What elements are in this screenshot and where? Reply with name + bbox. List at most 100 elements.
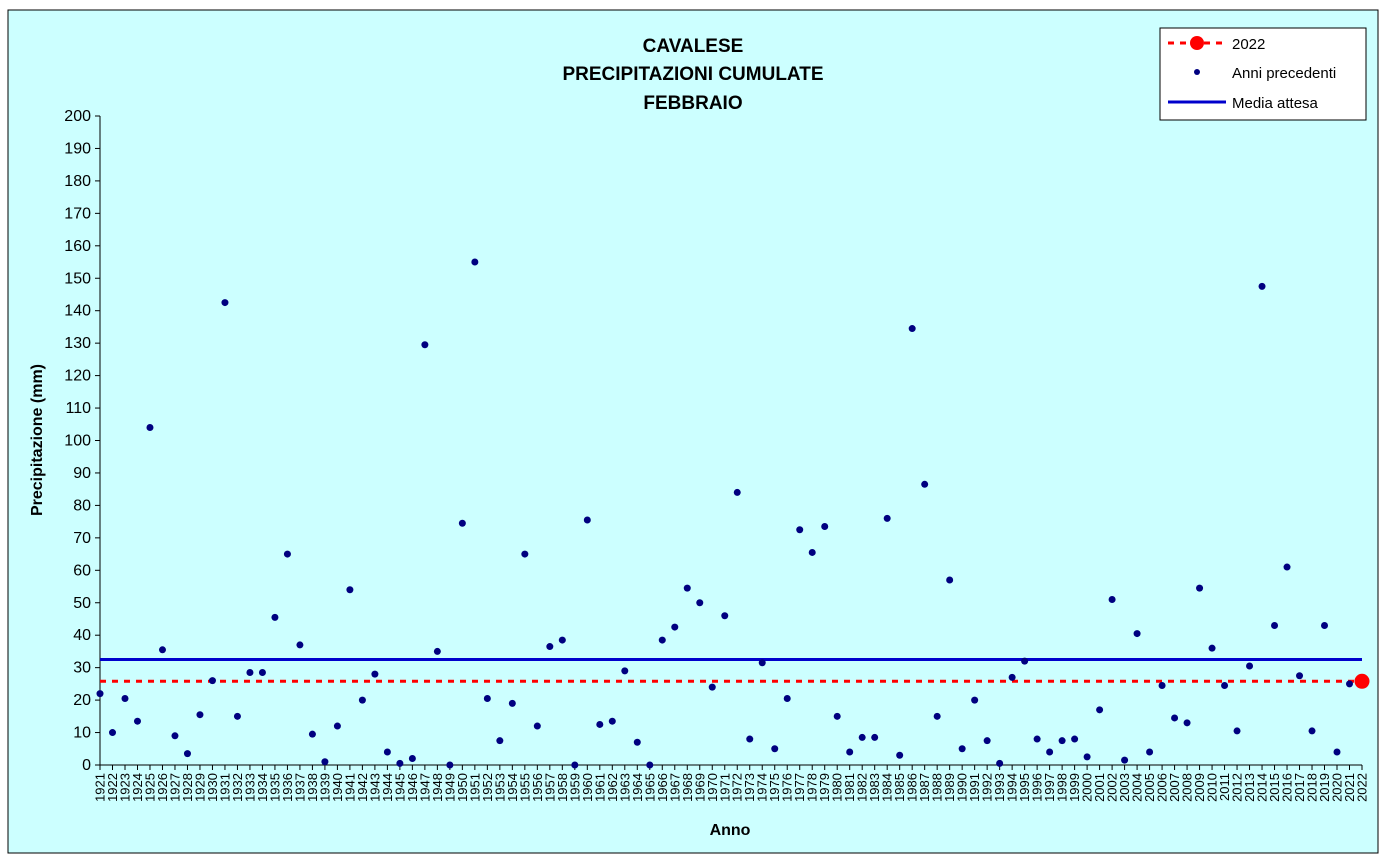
x-tick-label: 1960 (580, 773, 595, 802)
data-point-previous (1171, 714, 1179, 722)
data-point-previous (133, 717, 141, 725)
data-point-previous (1296, 672, 1304, 680)
x-tick-label: 1933 (242, 773, 257, 802)
x-tick-label: 1923 (117, 773, 132, 802)
data-point-previous (471, 258, 479, 266)
x-tick-label: 1926 (155, 773, 170, 802)
y-tick-label: 140 (64, 303, 91, 320)
x-tick-label: 1970 (705, 773, 720, 802)
y-axis-title: Precipitazione (mm) (29, 364, 46, 516)
y-tick-label: 180 (64, 173, 91, 190)
x-tick-label: 1961 (592, 773, 607, 802)
data-point-previous (1096, 706, 1104, 714)
x-tick-label: 1931 (217, 773, 232, 802)
y-tick-label: 30 (73, 660, 91, 677)
data-point-previous (583, 516, 591, 524)
data-point-previous (146, 424, 154, 432)
plot-area: 0 10 20 30 40 50 60 70 80 90 100 110 120 130 140 150 160… (64, 108, 1369, 802)
y-tick-label: 130 (64, 335, 91, 352)
x-tick-label: 1968 (680, 773, 695, 802)
x-tick-label: 2015 (1267, 773, 1282, 802)
x-tick-label: 1993 (992, 773, 1007, 802)
x-tick-label: 1949 (442, 773, 457, 802)
data-point-previous (396, 759, 404, 767)
x-tick-label: 1972 (730, 773, 745, 802)
x-tick-label: 1973 (742, 773, 757, 802)
data-point-previous (721, 612, 729, 620)
legend-previous-marker (1194, 69, 1200, 75)
data-point-previous (558, 636, 566, 644)
y-tick-label: 20 (73, 692, 91, 709)
y-tick-label: 90 (73, 465, 91, 482)
data-point-previous (1071, 735, 1079, 743)
y-tick-label: 100 (64, 433, 91, 450)
y-tick-label: 80 (73, 497, 91, 514)
x-tick-label: 1927 (167, 773, 182, 802)
data-point-previous (758, 659, 766, 667)
data-point-previous (271, 613, 279, 621)
x-tick-label: 2012 (1230, 773, 1245, 802)
x-tick-label: 2002 (1105, 773, 1120, 802)
data-point-previous (733, 488, 741, 496)
data-point-previous (858, 733, 866, 741)
x-tick-label: 1982 (855, 773, 870, 802)
data-point-previous (846, 748, 854, 756)
data-point-previous (1333, 748, 1341, 756)
data-point-previous (521, 550, 529, 558)
data-point-previous (196, 711, 204, 719)
y-tick-label: 110 (65, 400, 91, 417)
x-tick-label: 2001 (1092, 773, 1107, 802)
y-tick-label: 170 (64, 205, 91, 222)
x-tick-label: 1962 (605, 773, 620, 802)
x-tick-label: 1954 (505, 773, 520, 802)
x-tick-label: 1994 (1005, 773, 1020, 802)
x-tick-label: 2011 (1217, 773, 1232, 801)
x-tick-label: 1990 (955, 773, 970, 802)
data-point-previous (358, 696, 366, 704)
x-tick-label: 1940 (330, 773, 345, 802)
x-tick-label: 1956 (530, 773, 545, 802)
legend-2022-label: 2022 (1232, 36, 1265, 53)
x-tick-label: 1951 (467, 773, 482, 802)
x-tick-label: 1983 (867, 773, 882, 802)
x-tick-label: 1928 (180, 773, 195, 802)
x-tick-label: 1984 (880, 773, 895, 802)
data-point-previous (1121, 756, 1129, 764)
data-point-previous (1183, 719, 1191, 727)
data-point-previous (1058, 737, 1066, 745)
data-point-previous (546, 643, 554, 651)
data-point-previous (183, 750, 191, 758)
x-tick-label: 1944 (380, 773, 395, 802)
data-point-previous (208, 677, 216, 685)
x-tick-label: 2000 (1080, 773, 1095, 802)
data-point-previous (658, 636, 666, 644)
data-point-previous (233, 712, 241, 720)
data-point-previous (946, 576, 954, 584)
y-tick-label: 120 (64, 368, 91, 385)
data-point-previous (1321, 621, 1329, 629)
x-tick-label: 2016 (1280, 773, 1295, 802)
x-tick-label: 1977 (792, 773, 807, 802)
y-tick-label: 200 (64, 108, 91, 125)
data-point-previous (958, 745, 966, 753)
x-tick-label: 1955 (517, 773, 532, 802)
legend-2022-marker (1190, 36, 1204, 50)
data-point-previous (171, 732, 179, 740)
x-tick-label: 2004 (1130, 773, 1145, 802)
x-tick-label: 1925 (142, 773, 157, 802)
x-tick-label: 1941 (342, 773, 357, 802)
data-point-previous (608, 717, 616, 725)
data-point-previous (458, 519, 466, 527)
data-point-previous (771, 745, 779, 753)
x-tick-label: 1974 (755, 773, 770, 802)
x-tick-label: 1921 (93, 773, 108, 802)
data-points (96, 258, 1370, 769)
data-point-previous (246, 669, 254, 677)
x-tick-label: 2013 (1242, 773, 1257, 802)
x-tick-label: 1959 (567, 773, 582, 802)
x-tick-label: 1953 (492, 773, 507, 802)
x-tick-label: 1979 (817, 773, 832, 802)
data-point-previous (908, 325, 916, 333)
data-point-previous (1308, 727, 1316, 735)
